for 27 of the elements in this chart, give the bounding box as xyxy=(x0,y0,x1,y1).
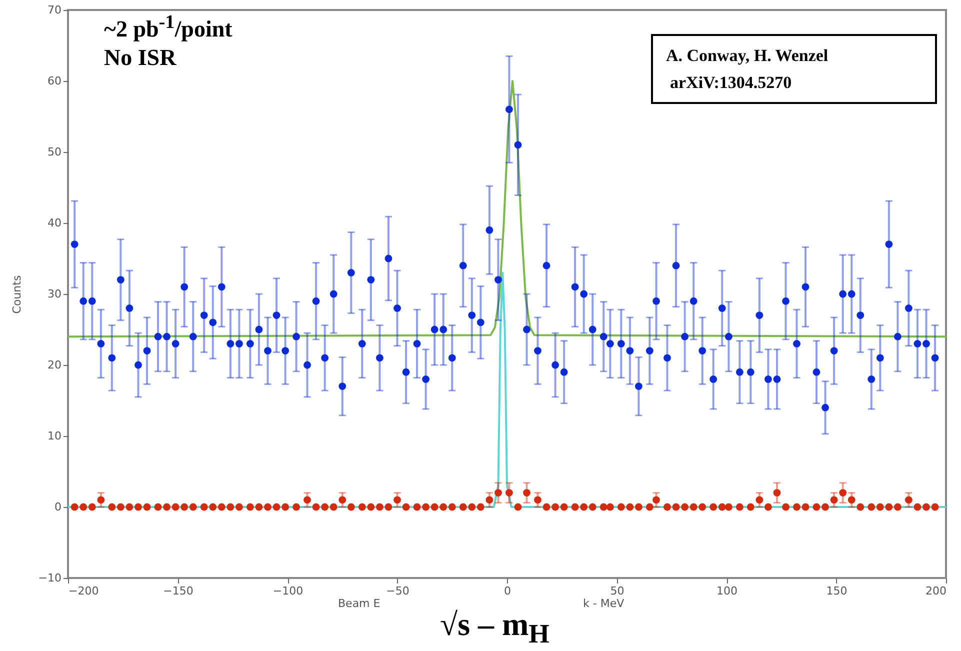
x-tick-label: 100 xyxy=(716,584,738,598)
line-series xyxy=(67,272,947,508)
y-tick-label: 20 xyxy=(48,358,62,372)
y-tick-label: 0 xyxy=(54,500,62,514)
annotation: ~2 pb$^{-1}$/point xyxy=(104,12,232,43)
x-tick-label: −150 xyxy=(163,584,194,598)
y-tick-label: 30 xyxy=(48,288,62,300)
text: k - MeV xyxy=(583,597,624,610)
x-tick-label: −200 xyxy=(68,584,99,598)
annotation: A. Conway, H. Wenzel xyxy=(666,46,828,66)
y-tick-label: 40 xyxy=(48,216,62,230)
y-tick-label: 10 xyxy=(48,430,62,442)
y-tick-label: 70 xyxy=(48,4,62,16)
x-tick-label: −50 xyxy=(386,584,410,598)
x-tick-label: 150 xyxy=(826,584,848,598)
annotation: arXiV:1304.5270 xyxy=(670,73,792,93)
annotation: No ISR xyxy=(104,45,176,71)
y-tick-label: −10 xyxy=(38,572,62,584)
text: Beam E xyxy=(338,597,380,610)
x-tick-label: 200 xyxy=(926,584,946,598)
x-tick-label: 50 xyxy=(610,584,624,598)
y-tick-label: 60 xyxy=(48,74,62,88)
y-tick-label: 50 xyxy=(48,146,62,158)
y-axis-title: Counts xyxy=(10,275,24,314)
x-axis-title: √s – m$_{H}$ xyxy=(440,606,550,650)
x-tick-label: 0 xyxy=(504,584,511,598)
x-tick-label: −100 xyxy=(272,584,304,598)
